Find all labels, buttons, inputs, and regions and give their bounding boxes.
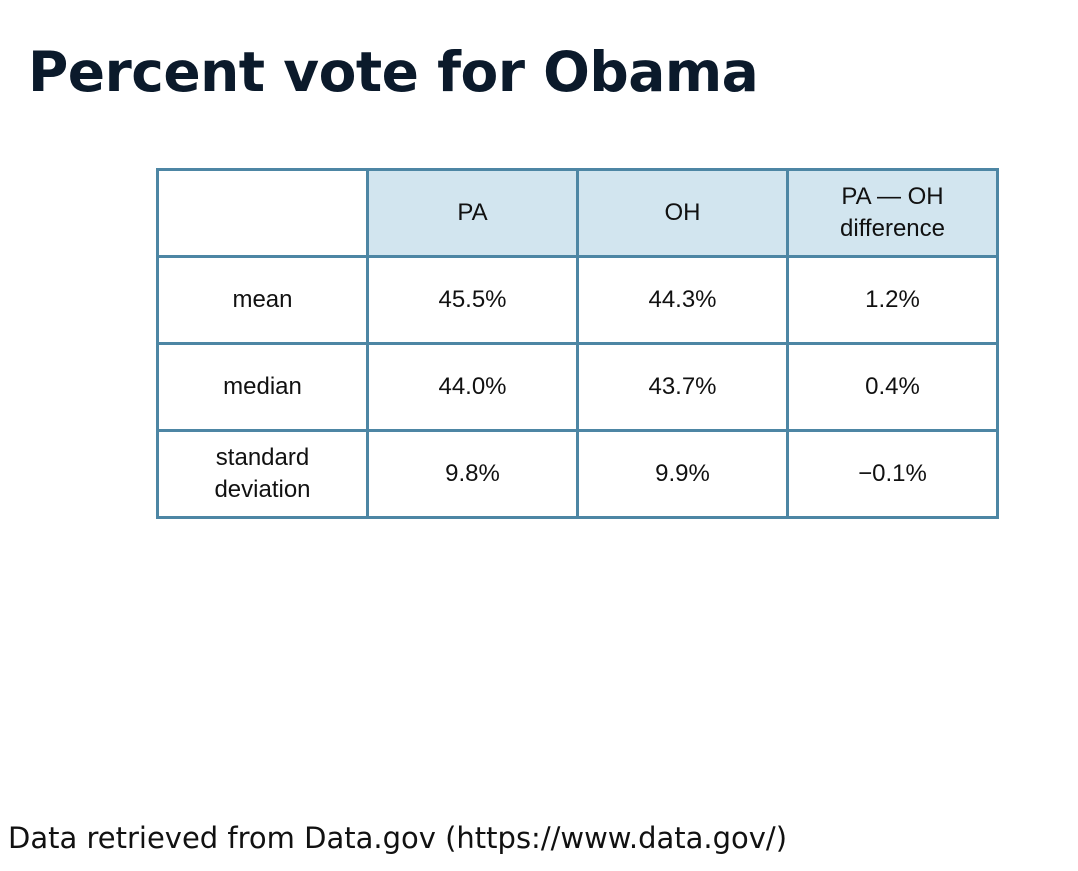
row-label: mean <box>156 255 369 345</box>
cell-difference: 0.4% <box>786 342 999 432</box>
table-row-median: median 44.0% 43.7% 0.4% <box>156 342 999 432</box>
cell-oh: 9.9% <box>576 429 789 519</box>
stats-table: PA OH PA — OH difference mean 45.5% 44.3… <box>156 168 999 519</box>
slide-title: Percent vote for Obama <box>28 40 759 104</box>
cell-pa: 44.0% <box>366 342 579 432</box>
column-header-pa: PA <box>366 168 579 258</box>
table-row-standard-deviation: standard deviation 9.8% 9.9% −0.1% <box>156 429 999 519</box>
row-label: standard deviation <box>156 429 369 519</box>
column-header-oh: OH <box>576 168 789 258</box>
cell-oh: 43.7% <box>576 342 789 432</box>
column-header-difference: PA — OH difference <box>786 168 999 258</box>
cell-difference: 1.2% <box>786 255 999 345</box>
cell-difference: −0.1% <box>786 429 999 519</box>
cell-pa: 9.8% <box>366 429 579 519</box>
source-note: Data retrieved from Data.gov (https://ww… <box>8 821 788 855</box>
cell-pa: 45.5% <box>366 255 579 345</box>
table-header-row: PA OH PA — OH difference <box>156 168 999 258</box>
table-row-mean: mean 45.5% 44.3% 1.2% <box>156 255 999 345</box>
row-label: median <box>156 342 369 432</box>
table-corner-cell <box>156 168 369 258</box>
cell-oh: 44.3% <box>576 255 789 345</box>
